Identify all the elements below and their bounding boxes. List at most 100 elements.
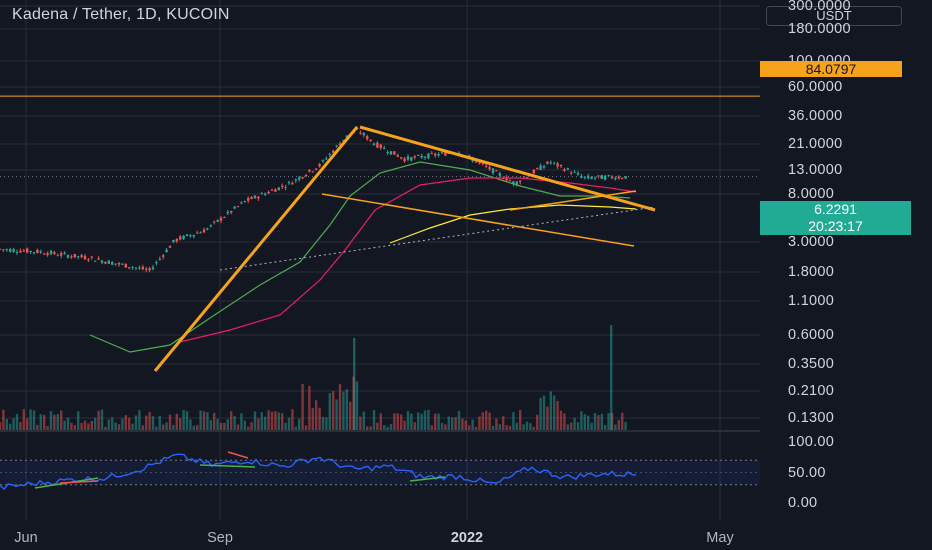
candle-body (444, 151, 447, 156)
candle-body (301, 177, 304, 179)
bar-countdown: 20:23:17 (808, 218, 863, 234)
candle-body (315, 168, 318, 170)
candle-body (362, 133, 365, 136)
price-tick-label: 13.0000 (788, 162, 843, 178)
candle-body (240, 202, 243, 204)
candle-body (209, 225, 212, 227)
volume-bar (114, 422, 117, 430)
volume-bar (77, 411, 80, 430)
volume-bar (94, 417, 97, 430)
currency-selector[interactable]: USDT (766, 6, 902, 26)
candle-body (583, 176, 586, 178)
candle-body (403, 158, 406, 162)
volume-bar (202, 411, 206, 430)
candle-body (111, 262, 114, 265)
candle-body (515, 181, 518, 185)
candle-body (332, 150, 335, 153)
volume-bar (2, 409, 5, 430)
volume-bar (396, 413, 399, 430)
volume-bar (287, 417, 291, 430)
volume-bar (386, 426, 389, 430)
candle-body (366, 136, 369, 140)
triangle-upper-line (509, 190, 637, 211)
candle-body (563, 169, 566, 171)
candle-body (281, 185, 284, 187)
volume-bar (226, 419, 229, 430)
candle-body (359, 132, 362, 134)
volume-bar (590, 422, 593, 430)
candle-body (185, 234, 189, 236)
volume-bar (308, 385, 311, 430)
candle-body (253, 195, 257, 199)
volume-bar (512, 412, 515, 430)
volume-bar (277, 412, 280, 430)
candle-body (36, 249, 39, 253)
candle-body (141, 266, 144, 270)
volume-bar (162, 424, 165, 430)
candle-body (29, 250, 32, 253)
volume-bar (522, 424, 525, 430)
volume-bar (223, 422, 226, 430)
volume-bar (158, 416, 161, 430)
candle-body (386, 152, 389, 154)
candle-body (66, 255, 70, 258)
candle-body (206, 228, 209, 230)
volume-bar (298, 418, 301, 430)
candle-body (9, 249, 12, 252)
volume-bar (134, 415, 138, 430)
candle-body (56, 255, 59, 257)
price-tick-label: 60.0000 (788, 79, 843, 95)
volume-bar (73, 425, 76, 430)
volume-bar (270, 411, 274, 430)
price-tick-label: 1.8000 (788, 264, 835, 280)
candle-body (148, 268, 151, 271)
candle-body (335, 145, 338, 147)
candle-body (175, 238, 178, 242)
volume-bar (359, 416, 362, 430)
volume-bar (107, 419, 110, 430)
volume-bar (100, 409, 104, 430)
volume-bar (573, 417, 576, 430)
candle-body (172, 239, 175, 243)
volume-bar (318, 407, 321, 430)
volume-bar (291, 409, 294, 430)
volume-bar (437, 413, 440, 430)
candle-body (158, 258, 161, 260)
candle-body (294, 179, 297, 181)
volume-bar (532, 426, 535, 430)
candle-body (610, 176, 614, 179)
candle-body (311, 171, 314, 173)
volume-bar (311, 408, 314, 430)
volume-bar (468, 425, 471, 430)
volume-bar (457, 410, 461, 430)
volume-bar (250, 422, 253, 430)
volume-bar (464, 420, 467, 430)
candle-body (423, 156, 427, 158)
candle-body (39, 251, 42, 253)
candle-body (291, 182, 294, 185)
volume-bar (206, 412, 209, 430)
volume-bar (369, 426, 372, 430)
volume-bar (97, 410, 100, 430)
price-tick-label: 0.6000 (788, 327, 835, 343)
candle-body (12, 249, 15, 252)
volume-bar (260, 412, 263, 430)
volume-bar (22, 409, 25, 430)
candle-body (376, 142, 379, 148)
candle-body (338, 143, 342, 146)
volume-bar (434, 413, 437, 430)
candle-body (128, 267, 131, 269)
volume-bar (353, 338, 356, 430)
candle-body (77, 256, 80, 258)
candle-body (576, 172, 580, 175)
volume-bar (281, 413, 284, 430)
volume-bar (410, 413, 413, 430)
volume-bar (423, 410, 427, 430)
volume-bar (481, 412, 484, 430)
volume-bar (617, 420, 620, 430)
candle-body (270, 189, 274, 191)
volume-bar (5, 419, 8, 430)
candle-body (179, 236, 182, 240)
candle-body (230, 210, 233, 213)
